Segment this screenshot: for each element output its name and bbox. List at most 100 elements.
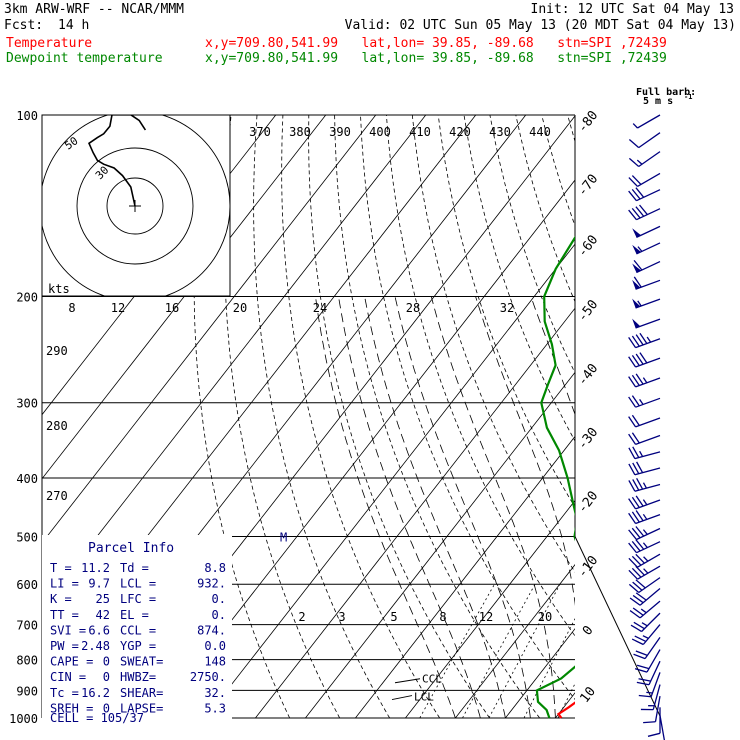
dry-adiabat-line <box>360 115 575 701</box>
wind-barb-flag <box>628 396 637 408</box>
parcel-param-label: EL = <box>120 608 149 622</box>
wind-barb-half-flag <box>643 568 649 574</box>
hodograph-speed-label: 20 <box>233 301 247 315</box>
wind-barb-flag <box>632 594 644 604</box>
wind-barb-staff <box>636 225 661 238</box>
wind-barb <box>632 225 661 238</box>
wind-barb-flag <box>628 157 640 168</box>
isotherm-label: -80 <box>575 108 601 136</box>
wind-barb <box>628 332 661 349</box>
wind-barb-flag <box>628 416 637 428</box>
wind-barb <box>628 446 661 460</box>
hodograph-ring <box>106 177 164 235</box>
wind-barb-flag <box>635 495 644 507</box>
wind-barb-half-flag <box>643 556 649 562</box>
parcel-param-label: CAPE = <box>50 655 93 669</box>
valid-time: Valid: 02 UTC Sun 05 May 13 (20 MDT Sat … <box>344 18 736 33</box>
wind-barb-staff <box>648 660 661 686</box>
wind-barb-staff <box>636 541 661 554</box>
parcel-param-value: 16.2 <box>81 686 110 700</box>
wind-barb-flag <box>635 373 644 385</box>
wind-barb <box>628 526 661 541</box>
wind-barb-flag <box>631 555 642 566</box>
wind-barb-staff <box>635 377 661 388</box>
wind-barb <box>628 204 661 221</box>
moist-adiabat-line <box>680 297 740 719</box>
wind-barb-half-flag <box>642 513 648 520</box>
parcel-param-value: 5.3 <box>204 701 226 715</box>
wind-barb-flag <box>631 207 641 219</box>
wind-barb-pennant <box>632 244 641 254</box>
wind-barb-flag <box>629 610 641 619</box>
theta-label: 280 <box>46 419 68 433</box>
ccl-label: CCL <box>422 673 442 686</box>
hodograph-speed-label: 16 <box>165 301 179 315</box>
isotherm-line <box>305 371 575 719</box>
special-marker: M <box>280 530 287 544</box>
isotherm-line <box>42 115 377 544</box>
wind-barb-flag <box>631 511 640 523</box>
wind-barb <box>628 414 661 428</box>
theta-e-label: 430 <box>489 125 511 139</box>
dry-adiabat-line <box>567 115 575 143</box>
wind-barb-flag <box>631 374 640 386</box>
full-barb-label: Full barb: <box>636 87 696 98</box>
dewpoint-location: x,y=709.80,541.99 lat,lon= 39.85, -89.68… <box>205 51 667 66</box>
hodograph-speed-label: 8 <box>68 301 75 315</box>
wind-barb <box>628 132 661 149</box>
wind-barb-pennant <box>632 318 641 328</box>
wind-barb-staff <box>659 715 666 740</box>
wind-barb-staff <box>637 114 661 129</box>
hodograph-trace <box>87 115 147 207</box>
wind-barb-flag <box>638 694 652 698</box>
wind-barb-staff <box>654 696 661 722</box>
parcel-param-value: 42 <box>96 608 110 622</box>
moist-adiabat-line <box>475 296 575 606</box>
wind-barb <box>629 588 661 606</box>
wind-barb-flag <box>632 581 643 591</box>
parcel-param-value: 874. <box>197 623 226 637</box>
wind-barb-flag <box>636 478 644 490</box>
parcel-param-label: SVI = <box>50 623 86 637</box>
wind-barb-flag <box>631 395 640 407</box>
wind-barb-half-flag <box>637 246 643 252</box>
wind-barb-flag <box>635 187 645 198</box>
wind-barb-flag <box>635 510 644 522</box>
pressure-label: 500 <box>16 530 38 544</box>
wind-barb-half-flag <box>639 398 644 405</box>
parcel-param-value: 0 <box>103 670 110 684</box>
dry-adiabat-line <box>619 115 740 718</box>
parcel-param-label: SWEAT= <box>120 655 163 669</box>
wind-barb-staff <box>634 451 661 460</box>
wind-barb-half-flag <box>642 529 648 535</box>
isotherm-line <box>455 564 575 719</box>
wind-barb <box>628 352 661 368</box>
wind-barb <box>628 577 661 594</box>
init-time: Init: 12 UTC Sat 04 May 13 <box>530 2 735 17</box>
wind-barb <box>628 495 661 510</box>
full-barb-unit-exponent: -1 <box>684 93 692 101</box>
wind-barb-flag <box>632 607 644 616</box>
lcl-pointer <box>391 695 413 701</box>
wind-barb <box>632 276 661 290</box>
theta-label: 270 <box>46 489 68 503</box>
wind-barb-flag <box>628 463 636 476</box>
theta-e-label: 420 <box>449 125 471 139</box>
wind-barb-flag <box>628 177 638 187</box>
wind-barb-staff <box>637 565 661 580</box>
wind-barb-flag <box>628 337 637 349</box>
wind-barb-flag <box>632 479 640 491</box>
temperature-legend: Temperature <box>6 36 93 51</box>
wind-barb-staff <box>638 577 661 594</box>
moist-adiabat-line <box>705 297 740 719</box>
wind-barb-pennant <box>632 279 641 290</box>
wind-barb-flag <box>633 653 646 660</box>
wind-barb-flag <box>639 352 648 364</box>
parcel-param-label: LAPSE= <box>120 701 163 715</box>
wind-barb <box>628 478 661 492</box>
wind-barb <box>628 172 661 187</box>
isotherm-label: -20 <box>575 489 601 517</box>
isotherm-line <box>655 115 740 718</box>
parcel-info-title: Parcel Info <box>88 541 174 556</box>
